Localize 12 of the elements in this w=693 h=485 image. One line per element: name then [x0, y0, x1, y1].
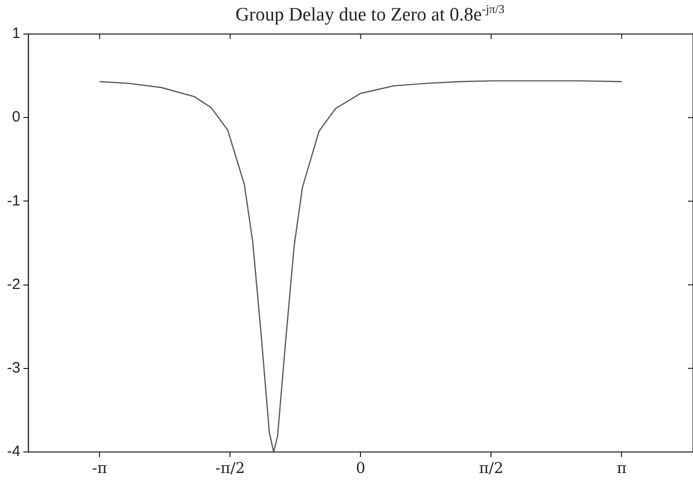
- x-tick-label: -π: [92, 458, 108, 477]
- chart-title: Group Delay due to Zero at 0.8e$^{-jπ/3}$: [234, 2, 506, 26]
- y-tick-label: -4: [6, 443, 20, 460]
- x-tick-label: π: [616, 458, 627, 477]
- y-tick-label: 1: [12, 25, 20, 42]
- y-tick-label: -1: [6, 192, 20, 210]
- y-tick-label: -3: [6, 360, 20, 377]
- y-tick-label: 0: [12, 108, 20, 126]
- x-tick-label: π/2: [478, 458, 504, 477]
- y-tick-label: -2: [6, 276, 20, 293]
- x-tick-label: -π/2: [215, 458, 245, 477]
- x-tick-label: 0: [356, 458, 366, 477]
